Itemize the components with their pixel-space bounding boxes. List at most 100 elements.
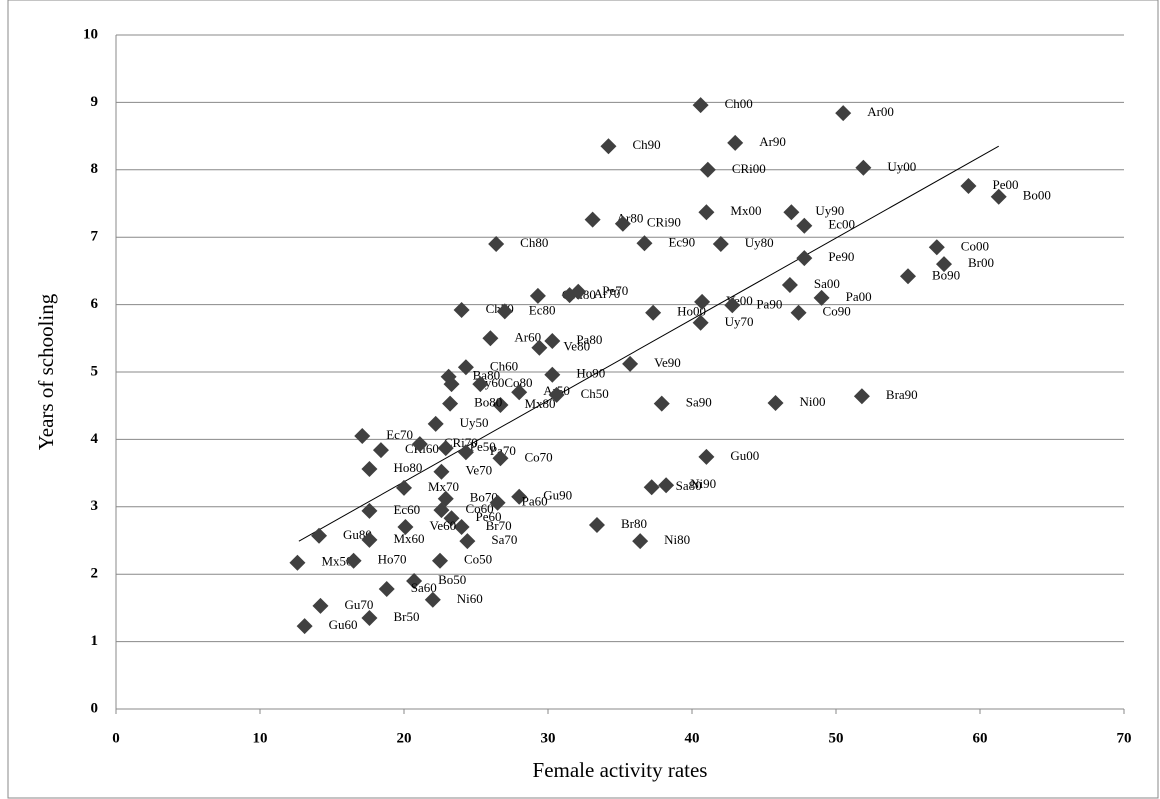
- point: [767, 395, 784, 412]
- chart-border: [7, 0, 1159, 799]
- y-tick-label: 4: [91, 431, 99, 447]
- point: [698, 204, 715, 221]
- point: [354, 428, 371, 445]
- point: [492, 397, 509, 414]
- point: [492, 450, 509, 467]
- point: [427, 415, 444, 432]
- point-label: Ch90: [632, 137, 660, 152]
- point-label: Ch80: [520, 235, 548, 250]
- point-label: Pa80: [576, 332, 602, 347]
- point-label: Sa90: [686, 395, 712, 410]
- point: [453, 519, 470, 536]
- point: [361, 502, 378, 519]
- y-tick-label: 10: [83, 26, 98, 42]
- point-label: Ec70: [386, 427, 413, 442]
- point-label: Br50: [393, 609, 419, 624]
- x-tick-label: 40: [685, 730, 700, 746]
- point-label: Ve60: [429, 518, 456, 533]
- point: [488, 235, 505, 252]
- point-label: Gu60: [329, 617, 358, 632]
- point: [443, 376, 460, 393]
- point: [813, 289, 830, 306]
- point: [636, 235, 653, 252]
- point: [311, 527, 328, 544]
- point: [496, 303, 513, 320]
- point-label: Gu00: [730, 448, 759, 463]
- x-tick-label: 0: [112, 730, 120, 746]
- point: [406, 572, 423, 589]
- y-tick-label: 3: [91, 498, 99, 514]
- point-label: Ch50: [581, 386, 609, 401]
- point: [432, 552, 448, 569]
- point-label: Co50: [464, 552, 492, 567]
- point-label: Ho80: [393, 460, 422, 475]
- point: [692, 97, 709, 114]
- point-label: CRi00: [732, 161, 766, 176]
- point: [529, 287, 546, 304]
- point: [433, 463, 450, 480]
- point-label: Br80: [621, 516, 647, 531]
- point: [511, 488, 528, 505]
- point: [724, 297, 741, 314]
- point: [361, 610, 378, 627]
- point: [645, 304, 662, 321]
- point-label: Mx80: [524, 396, 555, 411]
- point-label: Ve80: [563, 339, 590, 354]
- point-label: Bo70: [470, 490, 498, 505]
- point: [482, 330, 499, 347]
- y-tick-label: 2: [91, 566, 99, 582]
- point-label: Pa00: [846, 289, 872, 304]
- point: [658, 477, 675, 494]
- point-label: Bo00: [1023, 188, 1051, 203]
- trend-line: [298, 145, 999, 542]
- point-label: Co80: [504, 375, 532, 390]
- point: [796, 217, 813, 234]
- point-label: Ho90: [576, 366, 605, 381]
- point: [433, 502, 450, 519]
- point-label: Ar90: [759, 134, 786, 149]
- point: [372, 442, 389, 459]
- point-label: Mx70: [428, 479, 459, 494]
- point-label: CRi90: [647, 215, 681, 230]
- point-label: Gu70: [344, 597, 373, 612]
- y-tick-label: 0: [91, 700, 99, 716]
- point: [632, 533, 649, 550]
- point-label: Co00: [961, 238, 989, 253]
- point: [653, 395, 670, 412]
- point-label: Bo80: [474, 395, 502, 410]
- point: [289, 554, 306, 571]
- point: [442, 395, 459, 412]
- point-label: Br70: [486, 518, 512, 533]
- point: [396, 479, 412, 496]
- point: [928, 239, 945, 256]
- point-label: Pe70: [602, 283, 628, 298]
- point: [694, 293, 711, 310]
- point-label: Ni90: [690, 476, 716, 491]
- point: [727, 134, 744, 151]
- point-label: Ec80: [529, 302, 556, 317]
- x-tick-label: 30: [541, 730, 556, 746]
- x-tick-label: 10: [253, 730, 268, 746]
- x-axis-title: Female activity rates: [533, 758, 708, 782]
- point: [990, 188, 1007, 205]
- point: [699, 161, 716, 178]
- point-label: Ar60: [514, 329, 541, 344]
- point-label: Ar00: [867, 104, 894, 119]
- y-tick-label: 8: [91, 161, 99, 177]
- point: [437, 440, 454, 457]
- point-label: Pe90: [828, 249, 854, 264]
- point-label: Mx50: [321, 554, 352, 569]
- point: [457, 359, 474, 376]
- point: [588, 516, 605, 533]
- point: [853, 388, 870, 405]
- x-tick-label: 60: [973, 730, 988, 746]
- point: [614, 215, 631, 232]
- point: [960, 177, 977, 194]
- point-label: Ch60: [490, 358, 518, 373]
- point-label: Ve70: [465, 463, 492, 478]
- x-tick-label: 50: [829, 730, 844, 746]
- y-tick-label: 5: [91, 363, 99, 379]
- point-label: Sa80: [676, 478, 702, 493]
- point-label: Ni60: [457, 591, 483, 606]
